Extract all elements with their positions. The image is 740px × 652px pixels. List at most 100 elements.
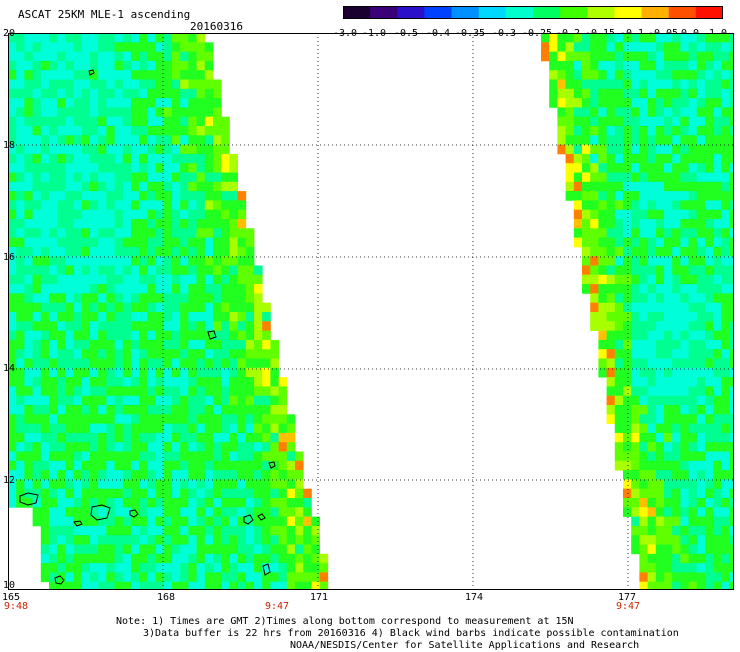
data-cell — [73, 135, 83, 145]
data-cell — [180, 572, 189, 583]
data-cell — [672, 42, 681, 52]
data-cell — [65, 42, 74, 52]
data-cell — [647, 33, 657, 43]
data-cell — [229, 330, 238, 341]
data-cell — [229, 284, 238, 294]
data-cell — [590, 265, 599, 276]
data-cell — [196, 79, 206, 90]
data-cell — [90, 153, 99, 164]
data-cell — [81, 321, 91, 331]
data-cell — [57, 163, 66, 173]
data-cell — [696, 414, 706, 424]
data-cell — [8, 172, 17, 183]
data-cell — [155, 553, 165, 564]
data-cell — [98, 470, 107, 480]
data-cell — [672, 265, 681, 276]
data-cell — [213, 228, 222, 238]
data-cell — [139, 581, 148, 590]
data-cell — [204, 237, 214, 248]
data-cell — [229, 488, 238, 499]
data-cell — [614, 60, 624, 71]
island-outline — [73, 520, 83, 527]
data-cell — [57, 219, 66, 229]
data-cell — [631, 172, 640, 183]
data-cell — [73, 70, 83, 80]
data-cell — [573, 42, 583, 52]
data-cell — [98, 116, 107, 127]
data-cell — [180, 302, 189, 313]
data-cell — [286, 525, 296, 536]
data-cell — [24, 98, 33, 108]
data-cell — [163, 200, 173, 211]
data-cell — [655, 470, 665, 480]
data-cell — [188, 321, 197, 331]
data-cell — [139, 488, 148, 499]
data-cell — [729, 302, 734, 313]
data-cell — [32, 321, 42, 331]
data-cell — [664, 172, 673, 183]
data-cell — [73, 302, 83, 313]
data-cell — [614, 144, 624, 155]
data-cell — [163, 191, 173, 201]
data-cell — [631, 209, 640, 220]
data-cell — [270, 544, 279, 555]
data-cell — [8, 116, 17, 127]
data-cell — [8, 265, 17, 276]
data-cell — [139, 181, 148, 192]
data-cell — [721, 451, 730, 462]
data-cell — [237, 442, 247, 452]
data-cell — [65, 414, 74, 424]
data-cell — [106, 126, 115, 136]
data-cell — [680, 405, 689, 415]
data-cell — [90, 498, 99, 508]
data-cell — [680, 256, 689, 266]
data-cell — [262, 451, 271, 462]
data-cell — [180, 498, 189, 508]
data-cell — [139, 116, 148, 127]
data-cell — [65, 516, 74, 527]
data-cell — [606, 153, 616, 164]
data-cell — [229, 200, 238, 211]
data-cell — [590, 274, 599, 285]
data-cell — [245, 572, 255, 583]
data-cell — [672, 237, 681, 248]
data-cell — [155, 302, 165, 313]
data-cell — [8, 237, 17, 248]
data-cell — [24, 228, 33, 238]
data-cell — [278, 498, 288, 508]
data-cell — [81, 219, 91, 229]
data-cell — [204, 479, 214, 490]
data-cell — [590, 51, 599, 62]
data-cell — [57, 386, 66, 397]
data-cell — [672, 246, 681, 257]
data-cell — [729, 451, 734, 462]
data-cell — [647, 386, 657, 397]
data-cell — [106, 265, 115, 276]
data-cell — [106, 535, 115, 545]
data-cell — [40, 126, 50, 136]
data-cell — [664, 339, 673, 350]
data-cell — [98, 321, 107, 331]
data-cell — [582, 191, 591, 201]
data-cell — [254, 516, 263, 527]
data-cell — [196, 553, 206, 564]
data-cell — [696, 200, 706, 211]
data-cell — [40, 42, 50, 52]
data-cell — [24, 377, 33, 387]
data-cell — [639, 42, 648, 52]
data-cell — [90, 330, 99, 341]
data-cell — [696, 228, 706, 238]
data-cell — [221, 386, 230, 397]
data-cell — [204, 349, 214, 359]
data-cell — [705, 405, 714, 415]
data-cell — [163, 219, 173, 229]
data-cell — [221, 498, 230, 508]
data-cell — [696, 405, 706, 415]
data-cell — [172, 33, 181, 43]
data-cell — [40, 274, 50, 285]
data-cell — [16, 312, 25, 322]
data-cell — [221, 442, 230, 452]
data-cell — [180, 414, 189, 424]
data-cell — [647, 42, 657, 52]
data-cell — [24, 33, 33, 43]
